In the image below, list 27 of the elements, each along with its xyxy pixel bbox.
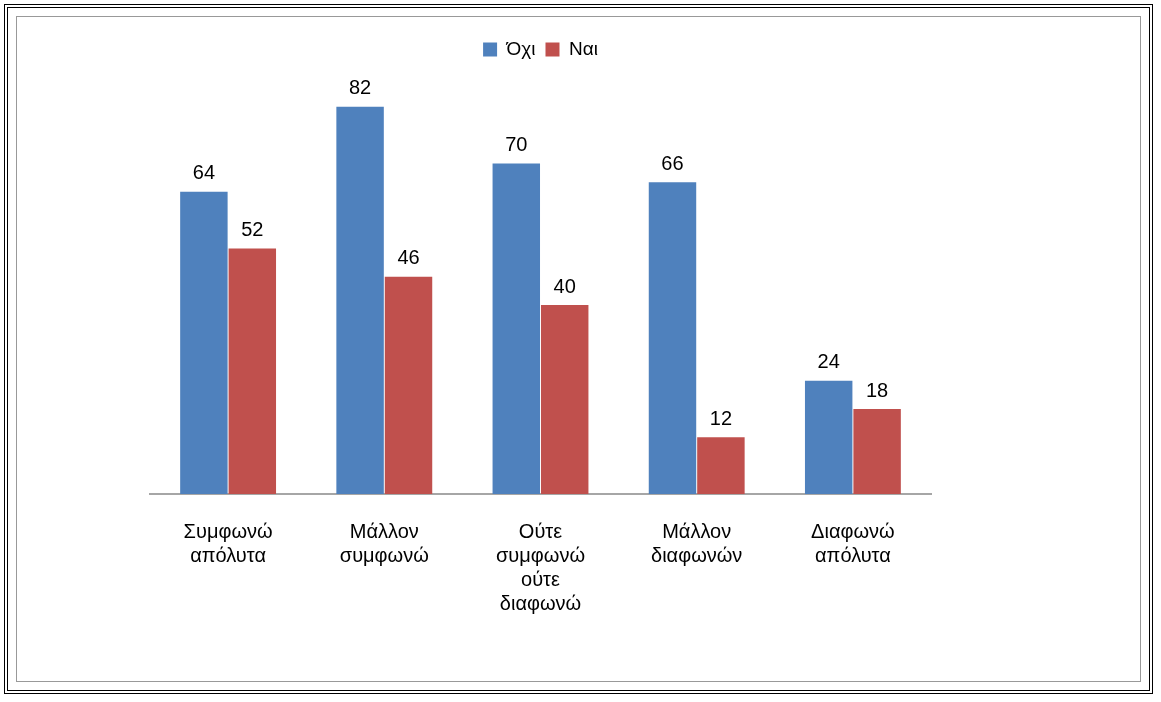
data-label: 66 — [661, 151, 684, 174]
x-tick-label: Μάλλον διαφωνών — [651, 519, 743, 566]
data-label: 40 — [553, 274, 576, 297]
bar — [228, 248, 277, 494]
data-label: 70 — [505, 132, 528, 155]
legend-label: Ναι — [568, 37, 598, 59]
x-tick-label: Διαφωνώ απόλυτα — [811, 519, 895, 566]
x-tick-label: Ούτε συμφωνώ ούτε διαφωνώ — [495, 519, 586, 614]
data-label: 12 — [709, 406, 733, 429]
x-tick-label: Συμφωνώ απόλυτα — [183, 519, 273, 566]
bar — [492, 163, 541, 494]
bar — [697, 437, 745, 494]
data-label: 46 — [397, 246, 420, 269]
data-label: 18 — [865, 378, 889, 401]
bar — [540, 305, 589, 494]
bar — [384, 276, 433, 494]
x-tick-label: Μάλλον συμφωνώ — [339, 519, 429, 566]
bar — [336, 106, 384, 494]
bar — [180, 191, 228, 494]
legend-label: Όχι — [505, 37, 536, 59]
data-label: 64 — [192, 161, 216, 184]
bar — [853, 409, 901, 494]
bar — [804, 380, 853, 494]
data-label: 82 — [348, 76, 372, 99]
bar — [648, 182, 697, 494]
data-label: 52 — [241, 217, 264, 240]
data-label: 24 — [817, 350, 840, 373]
